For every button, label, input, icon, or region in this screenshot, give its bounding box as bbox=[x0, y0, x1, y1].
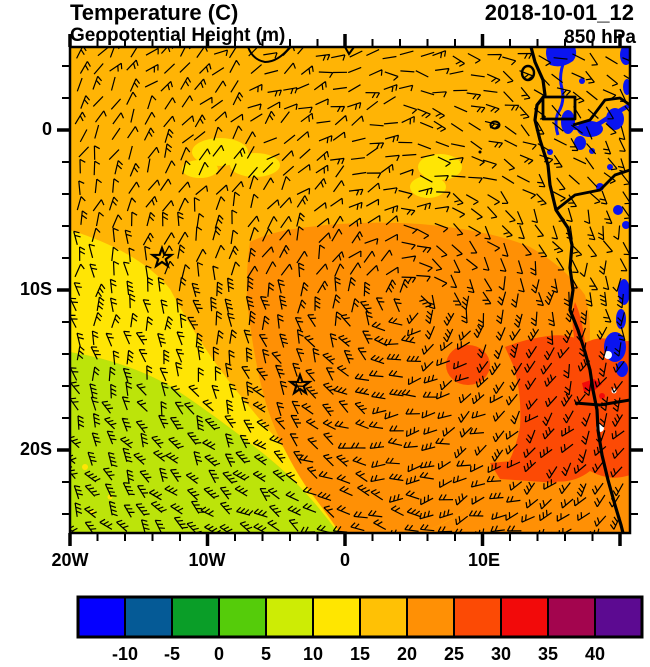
coastline bbox=[529, 47, 625, 533]
height-contours bbox=[247, 47, 501, 154]
cbar-label-0: 0 bbox=[213, 644, 225, 664]
cbar-label-40: 40 bbox=[584, 644, 606, 664]
temp-25-30-streak bbox=[490, 457, 557, 483]
axis-ticks bbox=[57, 34, 643, 546]
colorbar-cell-3 bbox=[218, 596, 267, 638]
station-markers bbox=[149, 244, 313, 396]
island-outline bbox=[520, 64, 536, 82]
lon-label-20W: 20W bbox=[51, 550, 89, 570]
colorbar-cell-1 bbox=[124, 596, 173, 638]
colorbar-cell-10 bbox=[547, 596, 596, 638]
colorbar-cell-8 bbox=[453, 596, 502, 638]
cbar-label-20: 20 bbox=[396, 644, 418, 664]
colorbar-cell-0 bbox=[77, 596, 126, 638]
colorbar-cell-11 bbox=[594, 596, 643, 638]
lat-label-20S: 20S bbox=[19, 439, 52, 459]
temp-red-speck bbox=[599, 393, 605, 399]
cbar-label-35: 35 bbox=[537, 644, 559, 664]
colorbar-cell-5 bbox=[312, 596, 361, 638]
cbar-label-15: 15 bbox=[349, 644, 371, 664]
temp-region-25-30-coast-arm bbox=[572, 302, 585, 343]
plot-subtitle: Geopotential Height (m) bbox=[70, 25, 286, 46]
temp-region-25-30 bbox=[500, 335, 630, 482]
lon-label-10W: 10W bbox=[188, 550, 226, 570]
cbar-label--5: -5 bbox=[163, 644, 181, 664]
colorbar-cell-4 bbox=[265, 596, 314, 638]
lat-label-0: 0 bbox=[41, 119, 52, 139]
cbar-label-25: 25 bbox=[443, 644, 465, 664]
pressure-level: 850 hPa bbox=[564, 27, 636, 48]
plot-title: Temperature (C) bbox=[70, 0, 239, 25]
water-features bbox=[546, 47, 630, 377]
colorbar bbox=[76, 595, 644, 639]
cbar-label-30: 30 bbox=[490, 644, 512, 664]
cbar-label-10: 10 bbox=[302, 644, 324, 664]
wind-barbs bbox=[70, 47, 630, 533]
colorbar-outline bbox=[76, 595, 644, 639]
country-borders bbox=[541, 95, 630, 407]
colorbar-cell-6 bbox=[359, 596, 408, 638]
valid-datetime: 2018-10-01_12 bbox=[484, 0, 634, 25]
cbar-label-5: 5 bbox=[260, 644, 272, 664]
star-marker-2 bbox=[287, 371, 313, 396]
map-canvas bbox=[70, 47, 630, 533]
temp-region-20-25-blob bbox=[246, 222, 591, 533]
star-marker-1 bbox=[149, 244, 175, 269]
colorbar-cell-9 bbox=[500, 596, 549, 638]
lon-label-0: 0 bbox=[339, 550, 351, 570]
colorbar-cell-2 bbox=[171, 596, 220, 638]
cbar-label--10: -10 bbox=[111, 644, 139, 664]
lon-label-10E: 10E bbox=[467, 550, 501, 570]
colorbar-cell-7 bbox=[406, 596, 455, 638]
lat-label-10S: 10S bbox=[19, 279, 52, 299]
